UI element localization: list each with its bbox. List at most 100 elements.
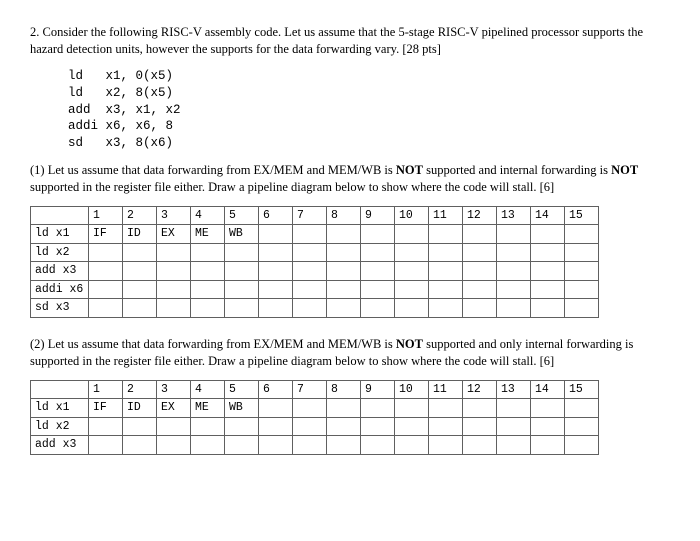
pipeline-cell bbox=[259, 399, 293, 418]
pipeline-cell bbox=[327, 243, 361, 262]
pipeline-cell bbox=[123, 243, 157, 262]
pipeline-cell bbox=[463, 399, 497, 418]
pipeline-cell bbox=[565, 299, 599, 318]
cycle-header: 15 bbox=[565, 380, 599, 399]
pipeline-table-1: 123456789101112131415ld x1IFIDEXMEWBld x… bbox=[30, 206, 599, 318]
pipeline-cell bbox=[293, 436, 327, 455]
pipeline-cell bbox=[225, 436, 259, 455]
question-intro: 2. Consider the following RISC-V assembl… bbox=[30, 24, 670, 58]
pipeline-cell bbox=[89, 299, 123, 318]
cycle-header: 1 bbox=[89, 206, 123, 225]
pipeline-cell bbox=[565, 399, 599, 418]
pipeline-cell bbox=[259, 299, 293, 318]
cycle-header: 6 bbox=[259, 380, 293, 399]
pipeline-cell bbox=[191, 243, 225, 262]
row-label: ld x2 bbox=[31, 417, 89, 436]
cycle-header: 6 bbox=[259, 206, 293, 225]
pipeline-cell bbox=[429, 299, 463, 318]
part1-seg3: supported in the register file either. D… bbox=[30, 180, 554, 194]
pipeline-cell bbox=[497, 225, 531, 244]
pipeline-cell bbox=[565, 436, 599, 455]
pipeline-cell bbox=[361, 225, 395, 244]
pipeline-cell bbox=[565, 225, 599, 244]
header-blank bbox=[31, 206, 89, 225]
cycle-header: 10 bbox=[395, 380, 429, 399]
pipeline-cell bbox=[157, 280, 191, 299]
pipeline-cell bbox=[497, 417, 531, 436]
pipeline-cell bbox=[327, 436, 361, 455]
cycle-header: 7 bbox=[293, 206, 327, 225]
part1-seg1: (1) Let us assume that data forwarding f… bbox=[30, 163, 396, 177]
pipeline-cell bbox=[429, 436, 463, 455]
header-blank bbox=[31, 380, 89, 399]
pipeline-cell: WB bbox=[225, 399, 259, 418]
pipeline-cell bbox=[327, 262, 361, 281]
pipeline-cell bbox=[361, 243, 395, 262]
row-label: ld x1 bbox=[31, 225, 89, 244]
cycle-header: 3 bbox=[157, 380, 191, 399]
question-number: 2. bbox=[30, 25, 39, 39]
pipeline-cell bbox=[361, 399, 395, 418]
cycle-header: 5 bbox=[225, 206, 259, 225]
pipeline-cell bbox=[531, 399, 565, 418]
cycle-header: 14 bbox=[531, 206, 565, 225]
pipeline-cell bbox=[259, 225, 293, 244]
pipeline-cell bbox=[157, 262, 191, 281]
pipeline-cell bbox=[89, 436, 123, 455]
pipeline-cell bbox=[259, 243, 293, 262]
pipeline-cell: ID bbox=[123, 399, 157, 418]
pipeline-cell bbox=[191, 299, 225, 318]
pipeline-cell bbox=[497, 299, 531, 318]
pipeline-cell bbox=[191, 280, 225, 299]
pipeline-cell bbox=[429, 399, 463, 418]
pipeline-cell: ME bbox=[191, 399, 225, 418]
pipeline-cell bbox=[327, 299, 361, 318]
cycle-header: 15 bbox=[565, 206, 599, 225]
pipeline-cell bbox=[225, 280, 259, 299]
row-label: ld x2 bbox=[31, 243, 89, 262]
pipeline-cell bbox=[531, 280, 565, 299]
pipeline-cell: IF bbox=[89, 399, 123, 418]
cycle-header: 3 bbox=[157, 206, 191, 225]
pipeline-cell bbox=[89, 280, 123, 299]
pipeline-cell bbox=[293, 262, 327, 281]
pipeline-cell bbox=[395, 417, 429, 436]
pipeline-cell bbox=[531, 243, 565, 262]
pipeline-cell bbox=[225, 262, 259, 281]
pipeline-cell: ME bbox=[191, 225, 225, 244]
pipeline-cell bbox=[123, 299, 157, 318]
row-label: ld x1 bbox=[31, 399, 89, 418]
row-label: sd x3 bbox=[31, 299, 89, 318]
cycle-header: 4 bbox=[191, 206, 225, 225]
pipeline-cell bbox=[191, 417, 225, 436]
cycle-header: 14 bbox=[531, 380, 565, 399]
pipeline-cell bbox=[395, 280, 429, 299]
cycle-header: 9 bbox=[361, 380, 395, 399]
cycle-header: 9 bbox=[361, 206, 395, 225]
pipeline-cell bbox=[531, 436, 565, 455]
pipeline-cell bbox=[395, 262, 429, 281]
pipeline-cell: EX bbox=[157, 225, 191, 244]
pipeline-cell bbox=[327, 280, 361, 299]
pipeline-cell bbox=[293, 399, 327, 418]
pipeline-cell bbox=[225, 243, 259, 262]
pipeline-cell bbox=[361, 280, 395, 299]
cycle-header: 1 bbox=[89, 380, 123, 399]
pipeline-cell bbox=[429, 417, 463, 436]
pipeline-cell bbox=[89, 417, 123, 436]
part2-text: (2) Let us assume that data forwarding f… bbox=[30, 336, 670, 370]
pipeline-cell bbox=[429, 243, 463, 262]
pipeline-cell bbox=[157, 243, 191, 262]
pipeline-cell bbox=[395, 299, 429, 318]
pipeline-cell bbox=[259, 262, 293, 281]
row-label: add x3 bbox=[31, 436, 89, 455]
pipeline-cell bbox=[429, 280, 463, 299]
pipeline-cell bbox=[395, 399, 429, 418]
pipeline-cell bbox=[89, 262, 123, 281]
pipeline-cell bbox=[157, 417, 191, 436]
pipeline-cell bbox=[157, 299, 191, 318]
pipeline-cell bbox=[327, 225, 361, 244]
pipeline-cell bbox=[497, 280, 531, 299]
pipeline-cell bbox=[123, 417, 157, 436]
pipeline-cell bbox=[429, 225, 463, 244]
